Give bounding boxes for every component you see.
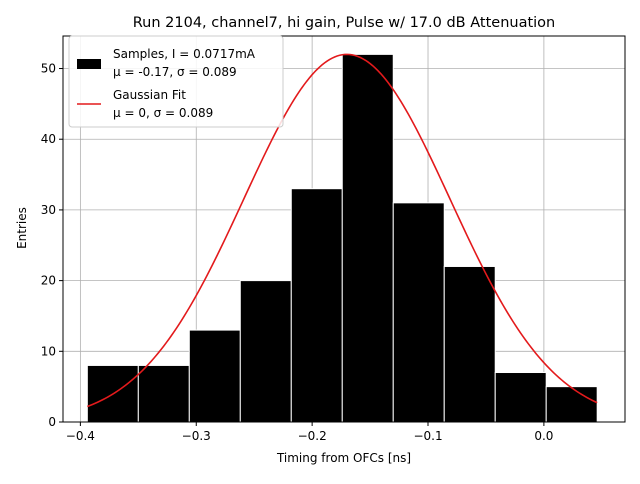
legend-label-fit: Gaussian Fit bbox=[113, 88, 186, 102]
histogram-bar bbox=[290, 188, 343, 423]
legend: Samples, I = 0.0717mA μ = -0.17, σ = 0.0… bbox=[68, 35, 284, 128]
x-tick-label: −0.2 bbox=[298, 429, 327, 443]
legend-label-samples: Samples, I = 0.0717mA bbox=[113, 47, 256, 61]
y-tick-label: 20 bbox=[41, 274, 56, 288]
legend-box bbox=[68, 35, 284, 128]
histogram-bar bbox=[239, 280, 292, 423]
legend-label-samples-stats: μ = -0.17, σ = 0.089 bbox=[113, 65, 237, 79]
legend-label-fit-stats: μ = 0, σ = 0.089 bbox=[113, 106, 213, 120]
y-tick-label: 10 bbox=[41, 344, 56, 358]
x-tick-label: −0.3 bbox=[182, 429, 211, 443]
histogram-bar bbox=[494, 372, 547, 423]
x-tick-label: 0.0 bbox=[534, 429, 553, 443]
y-axis-ticks: 0 10 20 30 40 50 bbox=[41, 62, 63, 429]
x-tick-label: −0.1 bbox=[413, 429, 442, 443]
x-axis-label: Timing from OFCs [ns] bbox=[276, 451, 411, 465]
x-axis-ticks: −0.4 −0.3 −0.2 −0.1 0.0 bbox=[66, 422, 553, 443]
plot-frame bbox=[62, 35, 626, 423]
histogram-bar bbox=[545, 386, 598, 423]
y-tick-label: 50 bbox=[41, 62, 56, 76]
histogram-bar bbox=[341, 53, 394, 423]
y-axis-label: Entries bbox=[15, 207, 29, 249]
histogram-bar bbox=[137, 364, 190, 423]
gaussian-fit-line bbox=[87, 53, 598, 408]
histogram-bar bbox=[392, 202, 445, 423]
histogram-bar bbox=[443, 265, 496, 423]
chart-title: Run 2104, channel7, hi gain, Pulse w/ 17… bbox=[133, 15, 556, 31]
y-tick-label: 0 bbox=[48, 415, 56, 429]
histogram-bar bbox=[188, 329, 241, 423]
x-tick-label: −0.4 bbox=[66, 429, 95, 443]
y-tick-label: 40 bbox=[41, 132, 56, 146]
y-tick-label: 30 bbox=[41, 203, 56, 217]
legend-swatch-samples bbox=[77, 59, 101, 69]
